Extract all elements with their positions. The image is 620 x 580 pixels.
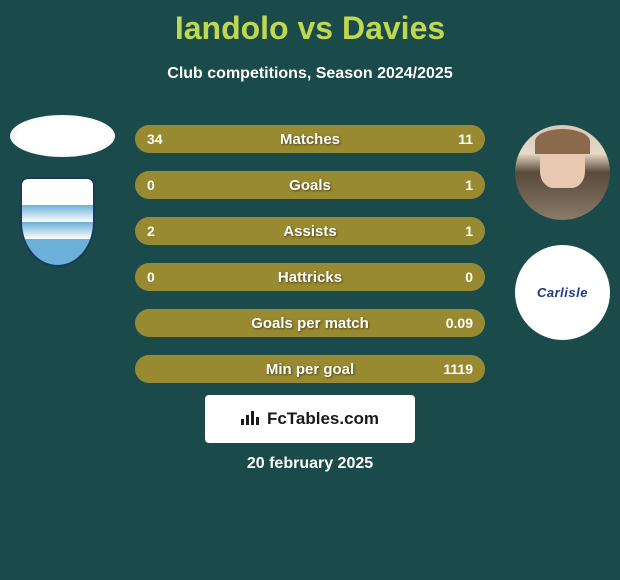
player-left-avatar <box>10 115 115 157</box>
club-badge-right: Carlisle <box>515 245 610 340</box>
stat-value-right: 1 <box>465 217 473 245</box>
stat-label: Goals <box>135 171 485 199</box>
chart-icon <box>241 409 261 430</box>
stat-value-right: 0 <box>465 263 473 291</box>
stat-value-right: 1119 <box>443 355 473 383</box>
footer-attribution[interactable]: FcTables.com <box>205 395 415 443</box>
stat-bar-goals: 0 Goals 1 <box>135 171 485 199</box>
stat-label: Goals per match <box>135 309 485 337</box>
stat-bar-hattricks: 0 Hattricks 0 <box>135 263 485 291</box>
player-left-column <box>10 115 115 272</box>
stat-bar-mpg: Min per goal 1119 <box>135 355 485 383</box>
club-badge-left <box>20 177 100 272</box>
stat-bar-assists: 2 Assists 1 <box>135 217 485 245</box>
carlisle-logo-text: Carlisle <box>537 285 588 300</box>
stat-value-right: 11 <box>458 125 473 153</box>
date-text: 20 february 2025 <box>0 455 620 473</box>
stat-bar-gpm: Goals per match 0.09 <box>135 309 485 337</box>
stat-label: Hattricks <box>135 263 485 291</box>
stat-bar-matches: 34 Matches 11 <box>135 125 485 153</box>
colchester-shield-icon <box>20 177 95 267</box>
stats-container: 34 Matches 11 0 Goals 1 2 Assists 1 0 Ha… <box>135 125 485 401</box>
player-right-column: Carlisle <box>515 125 610 340</box>
stat-label: Matches <box>135 125 485 153</box>
stat-label: Min per goal <box>135 355 485 383</box>
player-right-avatar <box>515 125 610 220</box>
footer-text: FcTables.com <box>267 409 379 429</box>
page-title: Iandolo vs Davies <box>0 0 620 47</box>
subtitle: Club competitions, Season 2024/2025 <box>0 65 620 83</box>
stat-label: Assists <box>135 217 485 245</box>
stat-value-right: 0.09 <box>446 309 473 337</box>
stat-value-right: 1 <box>465 171 473 199</box>
